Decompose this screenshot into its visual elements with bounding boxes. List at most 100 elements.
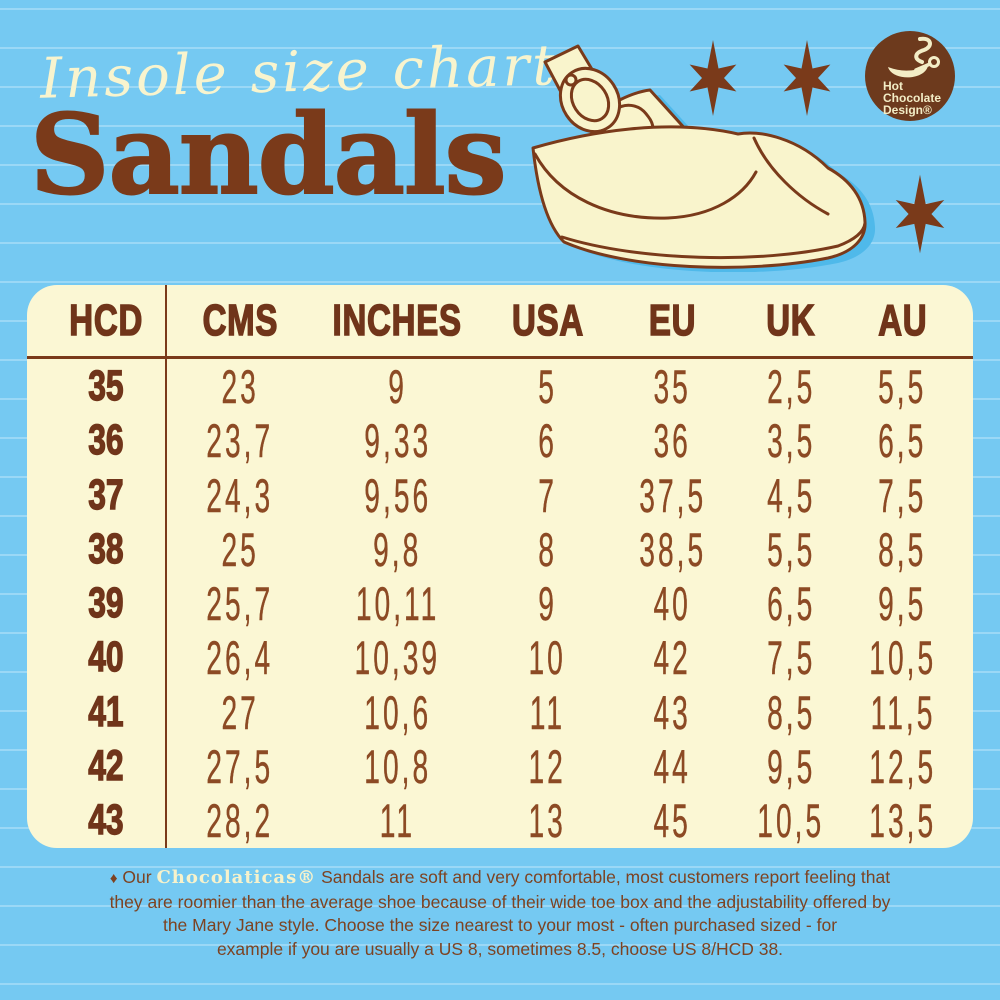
table-cell: 35 [615,359,730,414]
column-header-cms: CMS [165,285,315,356]
cell-value: 36 [88,416,124,465]
sandal-illustration [531,44,876,272]
cell-value: 40 [653,577,692,631]
table-row: 42 27,5 10,8 12 44 9,5 12,5 [27,739,973,793]
cell-value: 38,5 [639,522,706,576]
table-cell: 24,3 [165,468,315,523]
column-header-hcd: HCD [27,285,165,356]
logo-text-1: Hot [883,79,903,93]
cell-value: 10 [528,631,567,685]
column-header-label: INCHES [332,295,463,346]
cell-value: 36 [653,414,692,468]
cell-value: 6,5 [878,414,927,468]
cell-value: 10,11 [355,577,440,631]
star-icon [895,174,945,254]
table-cell: 10,5 [852,630,973,685]
column-header-inches: INCHES [315,285,480,356]
cell-value: 10,39 [354,631,441,685]
table-cell: 8,5 [730,685,852,740]
cell-value: 37 [88,470,124,519]
row-label-cell: 37 [27,468,165,523]
row-label-cell: 42 [27,739,165,794]
column-header-uk: UK [730,285,852,356]
brand-name: Chocolaticas® [156,867,317,888]
cell-value: 26,4 [206,631,274,685]
cell-value: 10,6 [364,685,431,739]
cell-value: 4,5 [766,468,816,522]
table-cell: 43 [615,685,730,740]
table-row: 39 25,7 10,11 9 40 6,5 9,5 [27,576,973,630]
table-row: 41 27 10,6 11 43 8,5 11,5 [27,685,973,739]
cell-value: 28,2 [206,794,274,848]
table-cell: 7,5 [852,468,973,523]
column-header-label: EU [648,295,697,346]
cell-value: 10,5 [869,631,936,685]
cell-value: 6 [538,414,557,468]
cell-value: 11 [379,794,416,848]
cell-value: 27,5 [206,740,274,794]
brand-logo: Hot Chocolate Design® [864,30,956,122]
column-divider [165,285,167,848]
table-cell: 13,5 [852,793,973,848]
table-cell: 4,5 [730,468,852,523]
cell-value: 24,3 [206,468,274,522]
table-cell: 44 [615,739,730,794]
table-cell: 9,5 [852,576,973,631]
cell-value: 12 [528,740,567,794]
column-header-label: AU [877,295,928,346]
cell-value: 11,5 [870,685,935,739]
table-cell: 38,5 [615,522,730,577]
cell-value: 5,5 [878,360,927,413]
table-cell: 13 [480,793,615,848]
cell-value: 10,5 [757,794,825,848]
cell-value: 38 [88,524,124,573]
table-cell: 6,5 [852,413,973,468]
table-cell: 8 [480,522,615,577]
table-cell: 5,5 [730,522,852,577]
page-title: Sandals [29,90,508,219]
column-header-label: USA [511,295,584,346]
cell-value: 37,5 [639,468,706,522]
table-row: 43 28,2 11 13 45 10,5 13,5 [27,793,973,847]
column-header-label: HCD [69,295,143,346]
cell-value: 44 [653,740,692,794]
table-header-row: HCD CMS INCHES USA EU UK AU [27,285,973,359]
table-row: 36 23,7 9,33 6 36 3,5 6,5 [27,413,973,467]
row-label-cell: 36 [27,413,165,468]
cell-value: 6,5 [766,577,816,631]
table-cell: 6,5 [730,576,852,631]
table-cell: 11 [315,793,480,848]
column-header-label: UK [766,295,816,346]
cell-value: 5,5 [766,522,816,576]
footer-line-4: example if you are usually a US 8, somet… [216,938,784,959]
cell-value: 35 [653,360,692,413]
cell-value: 23 [221,360,259,413]
cell-value: 45 [653,794,692,848]
cell-value: 9 [538,577,557,631]
table-cell: 11 [480,685,615,740]
table-cell: 2,5 [730,359,852,414]
footer-text: Sandals are soft and very comfortable, m… [316,867,891,887]
footer-note: ♦ Our Chocolaticas® Sandals are soft and… [0,866,1000,961]
cell-value: 27 [221,685,259,739]
column-header-eu: EU [615,285,730,356]
table-cell: 5,5 [852,359,973,414]
table-cell: 23 [165,359,315,414]
footer-line-3: the Mary Jane style. Choose the size nea… [162,915,838,935]
table-cell: 3,5 [730,413,852,468]
cell-value: 43 [88,796,124,845]
star-icon [783,40,831,116]
table-cell: 28,2 [165,793,315,848]
table-cell: 7,5 [730,630,852,685]
table-cell: 10,5 [730,793,852,848]
table-cell: 9,33 [315,413,480,468]
cell-value: 9,8 [373,522,422,576]
table-cell: 25,7 [165,576,315,631]
table-cell: 9,56 [315,468,480,523]
cell-value: 25,7 [206,577,274,631]
cell-value: 12,5 [869,740,936,794]
table-cell: 9,8 [315,522,480,577]
column-header-au: AU [852,285,973,356]
logo-text-3: Design® [883,103,932,117]
